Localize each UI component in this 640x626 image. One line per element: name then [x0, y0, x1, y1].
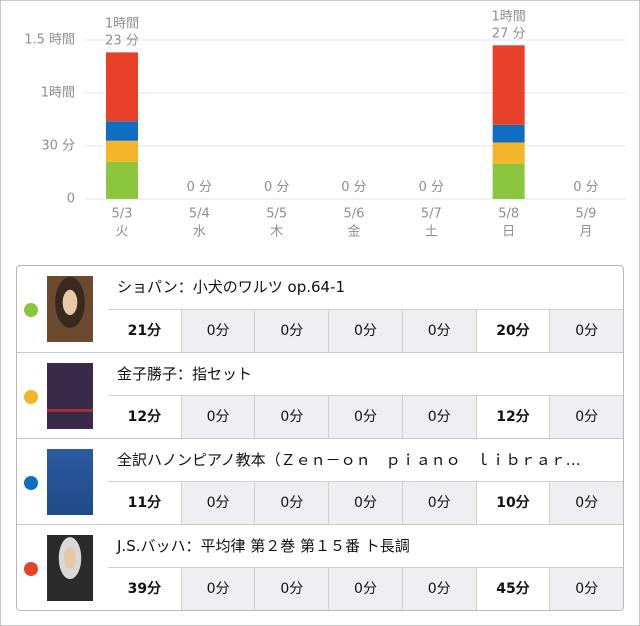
day-cell: 0分 [549, 568, 623, 610]
chart: 0 30 分 1時間 1.5 時間 5/3 火 1時間 23 分 5/4 水 0 分 5/5 木 0 分 5… [24, 9, 626, 240]
day-cells: 39分 0分 0分 0分 0分 45分 0分 [108, 567, 623, 610]
row-content: J.S.バッハ：平均律 第２巻 第１５番 ト長調 39分 0分 0分 0分 0分 45分 0分 [108, 525, 623, 610]
x-weekday-label: 火 [115, 225, 128, 240]
legend-dot [24, 562, 38, 576]
x-weekday-label: 月 [579, 225, 592, 240]
x-weekday-label: 金 [347, 224, 360, 240]
thumbnail [47, 276, 93, 342]
x-weekday-label: 日 [502, 225, 515, 240]
day-cell: 0分 [401, 568, 476, 610]
day-cell: 0分 [328, 482, 402, 524]
row-title: J.S.バッハ：平均律 第２巻 第１５番 ト長調 [117, 537, 410, 555]
row-title: 金子勝子：指セット [117, 365, 253, 383]
day-cells: 12分 0分 0分 0分 0分 12分 0分 [108, 395, 623, 438]
table-row: J.S.バッハ：平均律 第２巻 第１５番 ト長調 39分 0分 0分 0分 0分 45分 0分 [17, 524, 623, 610]
total-label: 0 分 [187, 180, 212, 195]
row-title: 全訳ハノンピアノ教本（Ｚｅｎ－ｏｎ ｐｉａｎｏ ｌｉｂｒａｒ… [117, 451, 581, 469]
x-tick-label: 5/7 [421, 207, 442, 222]
day-cell: 0分 [328, 309, 402, 352]
y-tick-label: 30 分 [41, 139, 75, 154]
day-cell: 0分 [254, 568, 329, 610]
day-cell: 0分 [180, 309, 255, 352]
x-weekday-label: 土 [425, 225, 438, 240]
day-cell: 11分 [108, 482, 181, 524]
x-weekday-label: 木 [270, 225, 283, 240]
day-cell: 0分 [549, 482, 623, 524]
total-label: 0 分 [419, 180, 444, 195]
bar-segment [106, 52, 138, 122]
day-cell: 0分 [254, 309, 329, 352]
day-cell: 21分 [108, 309, 181, 352]
day-cell: 0分 [254, 396, 329, 438]
day-cell: 0分 [180, 482, 255, 524]
thumbnail [47, 535, 93, 601]
legend-dot [24, 303, 38, 317]
x-tick-label: 5/9 [576, 207, 597, 222]
x-tick-label: 5/6 [344, 207, 365, 222]
thumbnail [47, 449, 93, 515]
row-icon-area [17, 525, 108, 610]
total-label: 1時間 27 分 [492, 9, 526, 41]
day-cell: 0分 [401, 396, 476, 438]
day-cell: 0分 [328, 396, 402, 438]
bar-segment [492, 124, 525, 143]
total-label: 0 分 [573, 180, 598, 195]
y-tick-label: 1.5 時間 [24, 33, 75, 48]
row-icon-area [17, 439, 108, 524]
day-cell: 0分 [549, 396, 623, 438]
table-row: 全訳ハノンピアノ教本（Ｚｅｎ－ｏｎ ｐｉａｎｏ ｌｉｂｒａｒ… 11分 0分 0分 0分… [17, 438, 623, 524]
day-cells: 11分 0分 0分 0分 0分 10分 0分 [108, 481, 623, 524]
bar-segment [106, 161, 138, 199]
total-label: 1時間 23 分 [105, 16, 139, 48]
bar-segment [106, 121, 138, 141]
x-tick-label: 5/4 [189, 207, 210, 222]
y-tick-label: 1時間 [41, 86, 75, 101]
legend-dot [24, 390, 38, 404]
practice-table: ショパン：小犬のワルツ op.64-1 21分 0分 0分 0分 0分 20分 0分 金子勝子：… [16, 265, 624, 611]
day-cell: 0分 [328, 568, 402, 610]
bar-segment [106, 140, 138, 162]
bar-segment [492, 163, 525, 199]
day-cell: 0分 [401, 309, 476, 352]
day-cells: 21分 0分 0分 0分 0分 20分 0分 [108, 308, 623, 352]
bar-segment [492, 142, 525, 164]
y-tick-label: 0 [67, 192, 75, 207]
x-tick-label: 5/5 [266, 207, 287, 222]
row-icon-area [17, 266, 108, 352]
total-label: 0 分 [264, 180, 289, 195]
day-cell: 0分 [254, 482, 329, 524]
day-cell: 39分 [108, 568, 181, 610]
x-weekday-label: 水 [193, 225, 206, 240]
day-cell: 10分 [475, 482, 550, 524]
legend-dot [24, 476, 38, 490]
x-tick-label: 5/8 [498, 207, 519, 222]
row-content: 金子勝子：指セット 12分 0分 0分 0分 0分 12分 0分 [108, 353, 623, 438]
x-tick-label: 5/3 [112, 207, 133, 222]
day-cell: 45分 [475, 568, 550, 610]
table-row: 金子勝子：指セット 12分 0分 0分 0分 0分 12分 0分 [17, 352, 623, 438]
row-title: ショパン：小犬のワルツ op.64-1 [117, 278, 346, 296]
thumbnail [47, 363, 93, 429]
day-cell: 12分 [475, 396, 550, 438]
bar-segment [492, 45, 525, 125]
row-content: 全訳ハノンピアノ教本（Ｚｅｎ－ｏｎ ｐｉａｎｏ ｌｉｂｒａｒ… 11分 0分 0分 0分… [108, 439, 623, 524]
day-cell: 0分 [180, 396, 255, 438]
total-label: 0 分 [341, 180, 366, 195]
day-cell: 0分 [549, 309, 623, 352]
row-icon-area [17, 353, 108, 438]
row-content: ショパン：小犬のワルツ op.64-1 21分 0分 0分 0分 0分 20分 0分 [108, 266, 623, 352]
day-cell: 0分 [180, 568, 255, 610]
table-row: ショパン：小犬のワルツ op.64-1 21分 0分 0分 0分 0分 20分 0分 [17, 266, 623, 352]
day-cell: 12分 [108, 396, 181, 438]
day-cell: 0分 [401, 482, 476, 524]
day-cell: 20分 [475, 309, 550, 352]
